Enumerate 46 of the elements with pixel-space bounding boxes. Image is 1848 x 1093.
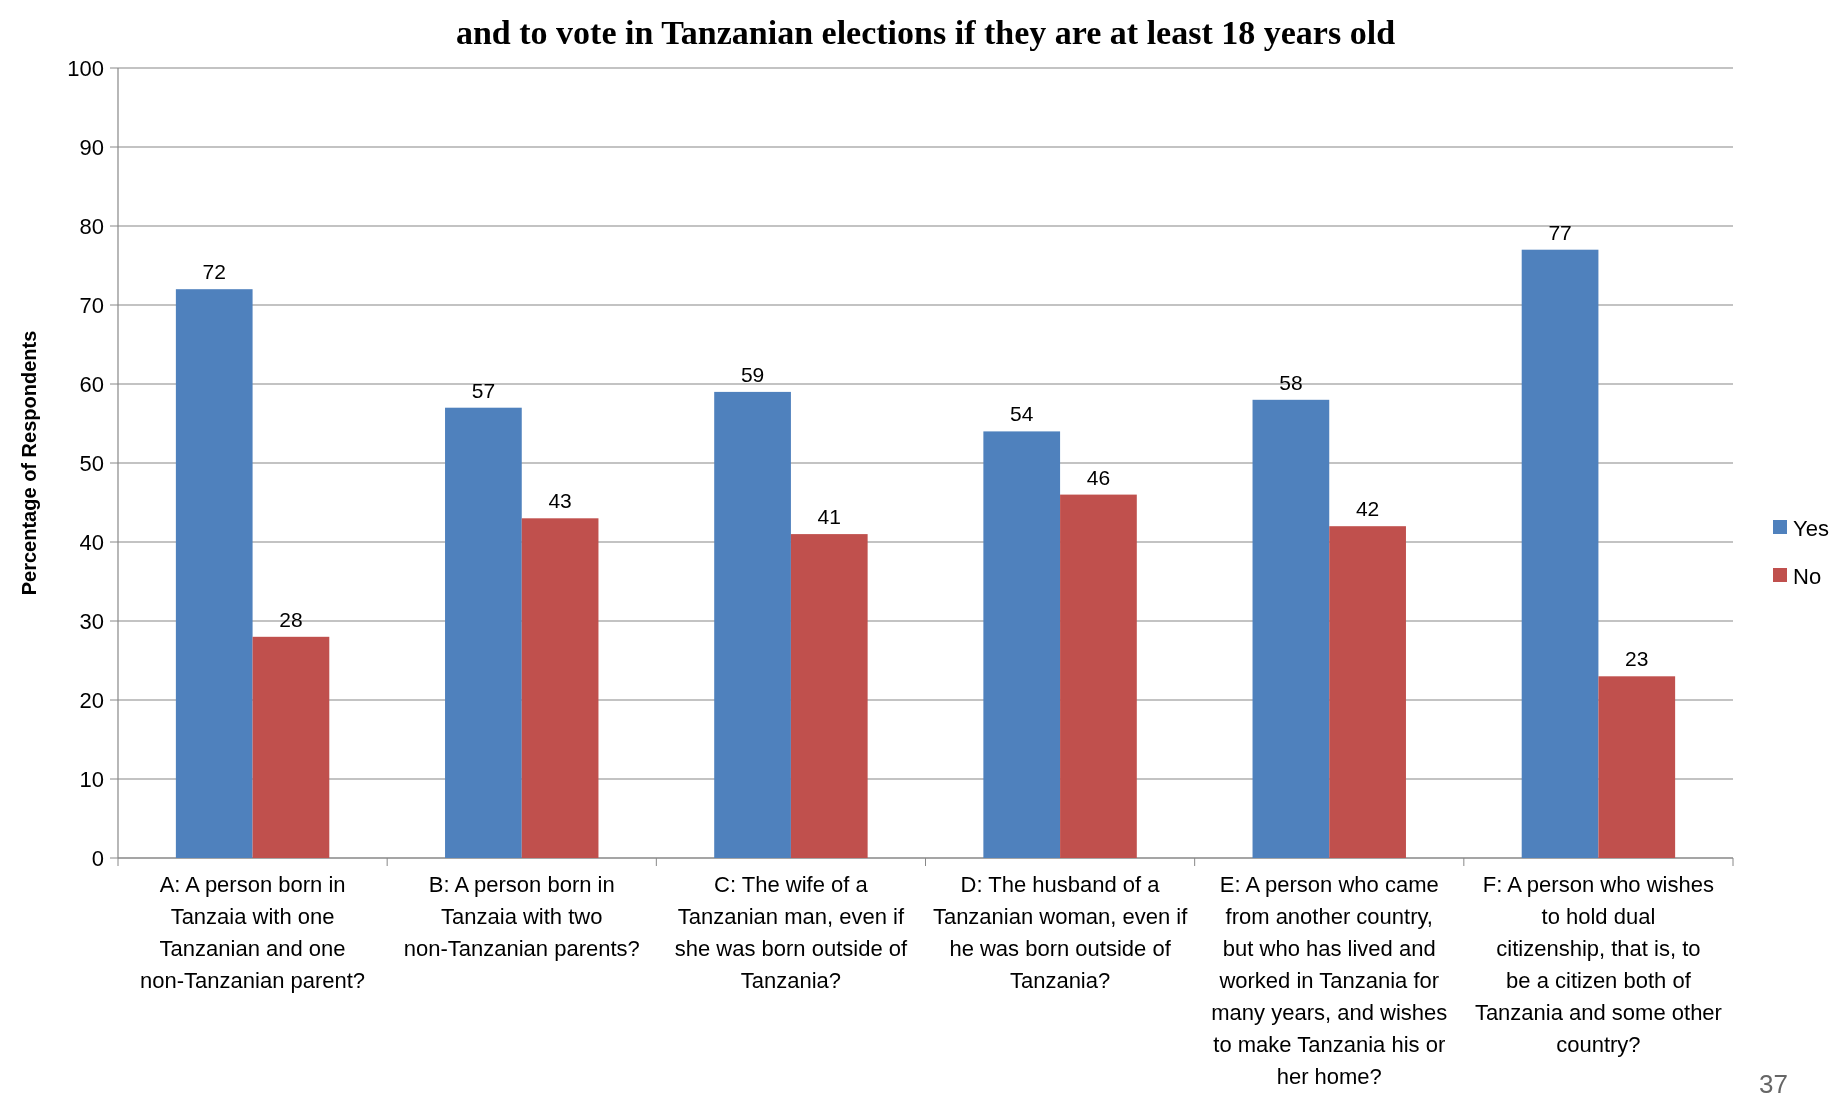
x-tick-label: A: A person born in Tanzaia with one Tanzanian and one non-Tanzanian parent? <box>140 872 366 993</box>
data-label: 54 <box>1010 402 1034 426</box>
bar <box>445 407 522 858</box>
x-tick-label: C: The wife of a Tanzanian man, even if she was born outside of Tanzania? <box>674 872 908 993</box>
bar <box>983 431 1061 858</box>
bar <box>1598 676 1676 858</box>
y-tick-label: 50 <box>79 450 104 476</box>
bar <box>714 391 791 858</box>
y-tick-label: 20 <box>79 687 104 713</box>
y-tick-label: 10 <box>79 766 104 792</box>
data-label: 41 <box>817 505 841 529</box>
y-tick-label: 30 <box>79 608 104 634</box>
data-label: 58 <box>1279 370 1303 394</box>
data-label: 42 <box>1355 497 1380 521</box>
x-tick-label: F: A person who wishes to hold dual citizenship, that is, to be a citizen both of Tanzania and some other country? <box>1474 872 1722 1057</box>
data-label: 59 <box>740 362 765 386</box>
data-label: 23 <box>1625 647 1649 671</box>
y-axis-title: Percentage of Respondents <box>18 330 40 596</box>
bar <box>1060 494 1137 858</box>
y-tick-label: 100 <box>67 55 104 81</box>
bar <box>1521 249 1599 858</box>
bar <box>175 289 253 858</box>
y-tick-label: 90 <box>79 134 104 160</box>
data-label: 28 <box>279 607 303 631</box>
x-tick-label: B: A person born in Tanzaia with two non-Tanzanian parents? <box>403 872 640 961</box>
bar <box>790 534 868 858</box>
data-label: 46 <box>1086 465 1111 489</box>
x-tick-label: D: The husband of a Tanzanian woman, even if he was born outside of Tanzania? <box>932 872 1189 993</box>
data-label: 77 <box>1548 220 1572 244</box>
data-label: 57 <box>471 378 496 402</box>
legend-label: Yes <box>1793 515 1829 541</box>
y-tick-label: 70 <box>79 292 104 318</box>
legend-label: No <box>1793 563 1822 589</box>
y-tick-label: 60 <box>79 371 104 397</box>
y-tick-label: 80 <box>79 213 104 239</box>
text: 37 <box>1759 1069 1788 1093</box>
bar <box>521 518 599 858</box>
bar <box>1329 526 1406 858</box>
chart-title: and to vote in Tanzanian elections if they are at least 18 years old <box>455 14 1396 51</box>
x-tick-label: E: A person who came from another country, but who has lived and worked in Tanzania for many years, and wishes to make Tanzania his or her home? <box>1211 872 1448 1089</box>
bar <box>1252 399 1330 858</box>
data-label: 43 <box>548 489 572 513</box>
bar <box>252 636 330 858</box>
data-label: 72 <box>202 260 226 284</box>
y-tick-label: 40 <box>79 529 104 555</box>
y-tick-label: 0 <box>91 845 104 871</box>
